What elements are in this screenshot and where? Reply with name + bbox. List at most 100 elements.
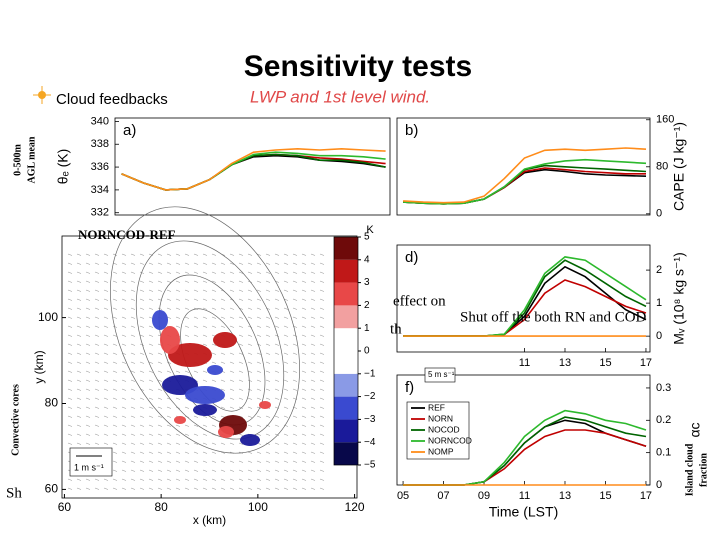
wind-vector [148, 334, 154, 337]
wind-vector [139, 415, 145, 418]
wind-vector [319, 262, 325, 265]
wind-vector [238, 478, 244, 481]
wind-vector [220, 478, 226, 481]
colorbar-tick-label: 0 [364, 346, 370, 357]
wind-vector [256, 271, 262, 274]
wind-vector [166, 289, 172, 292]
wind-vector [112, 460, 118, 463]
wind-vector [319, 280, 325, 283]
wind-vector [238, 316, 244, 319]
wind-vector [112, 397, 118, 400]
wind-vector [103, 343, 109, 346]
wind-vector [238, 325, 244, 328]
wind-vector [238, 469, 244, 472]
wind-vector [157, 442, 163, 445]
legend-label: NOCOD [428, 424, 460, 434]
wind-vector [283, 460, 289, 463]
wind-vector [265, 487, 271, 490]
wind-vector [202, 415, 208, 418]
scale-box [424, 367, 456, 383]
wind-vector [256, 469, 262, 472]
wind-vector [202, 307, 208, 310]
wind-vector [112, 442, 118, 445]
y-axis-label: y (km) [32, 350, 46, 383]
wind-vector [310, 325, 316, 328]
wind-vector [112, 289, 118, 292]
wind-vector [121, 442, 127, 445]
wind-vector [292, 307, 298, 310]
wind-vector [175, 397, 181, 400]
wind-vector [157, 361, 163, 364]
wind-vector [130, 433, 136, 436]
wind-vector [94, 424, 100, 427]
wind-vector [256, 325, 262, 328]
colorbar-segment [334, 259, 358, 283]
wind-vector [139, 379, 145, 382]
wind-vector [319, 307, 325, 310]
wind-vector [130, 262, 136, 265]
wind-vector [76, 487, 82, 490]
wind-vector [157, 388, 163, 391]
wind-vector [157, 406, 163, 409]
wind-vector [283, 271, 289, 274]
y-tick-label: 0 [656, 330, 662, 342]
wind-vector [193, 316, 199, 319]
x-tick-label: 17 [640, 357, 652, 369]
wind-vector [76, 325, 82, 328]
wind-vector [265, 388, 271, 391]
wind-vector [283, 343, 289, 346]
wind-vector [283, 415, 289, 418]
wind-vector [193, 262, 199, 265]
y-tick-label: 334 [91, 184, 109, 196]
wind-vector [301, 397, 307, 400]
wind-vector [211, 469, 217, 472]
wind-vector [103, 352, 109, 355]
x-tick-label: 17 [640, 490, 652, 502]
wind-vector [238, 280, 244, 283]
slide-title: Sensitivity tests [244, 50, 472, 83]
wind-vector [310, 307, 316, 310]
wind-vector [157, 433, 163, 436]
wind-vector [319, 325, 325, 328]
wind-vector [265, 262, 271, 265]
y-axis-label: Mᵥ (10⁸ kg s⁻¹) [671, 252, 687, 344]
wind-vector [103, 280, 109, 283]
wind-vector [211, 433, 217, 436]
wind-vector [139, 370, 145, 373]
wind-vector [202, 298, 208, 301]
wind-vector [319, 433, 325, 436]
x-tick-label: 13 [559, 357, 571, 369]
colorbar-tick-label: −5 [364, 460, 376, 471]
y-tick-label: 0.3 [656, 382, 671, 394]
wind-vector [247, 469, 253, 472]
wind-vector [229, 352, 235, 355]
series-line [403, 158, 647, 205]
wind-vector [211, 352, 217, 355]
wind-vector [283, 316, 289, 319]
text-fragment: effect on [393, 293, 446, 309]
x-tick-label: 120 [345, 500, 365, 514]
wind-vector [247, 478, 253, 481]
wind-vector [274, 262, 280, 265]
wind-vector [256, 262, 262, 265]
wind-vector [94, 442, 100, 445]
wind-vector [256, 307, 262, 310]
wind-vector [265, 478, 271, 481]
wind-vector [310, 487, 316, 490]
wind-vector [85, 280, 91, 283]
wind-vector [310, 451, 316, 454]
wind-vector [130, 253, 136, 256]
wind-vector [229, 262, 235, 265]
wind-vector [220, 388, 226, 391]
wind-vector [112, 253, 118, 256]
wind-vector [184, 298, 190, 301]
wind-vector [184, 334, 190, 337]
wind-vector [76, 397, 82, 400]
wind-vector [130, 451, 136, 454]
wind-vector [148, 469, 154, 472]
wind-vector [310, 424, 316, 427]
panel-label: b) [405, 122, 418, 139]
wind-vector [319, 406, 325, 409]
